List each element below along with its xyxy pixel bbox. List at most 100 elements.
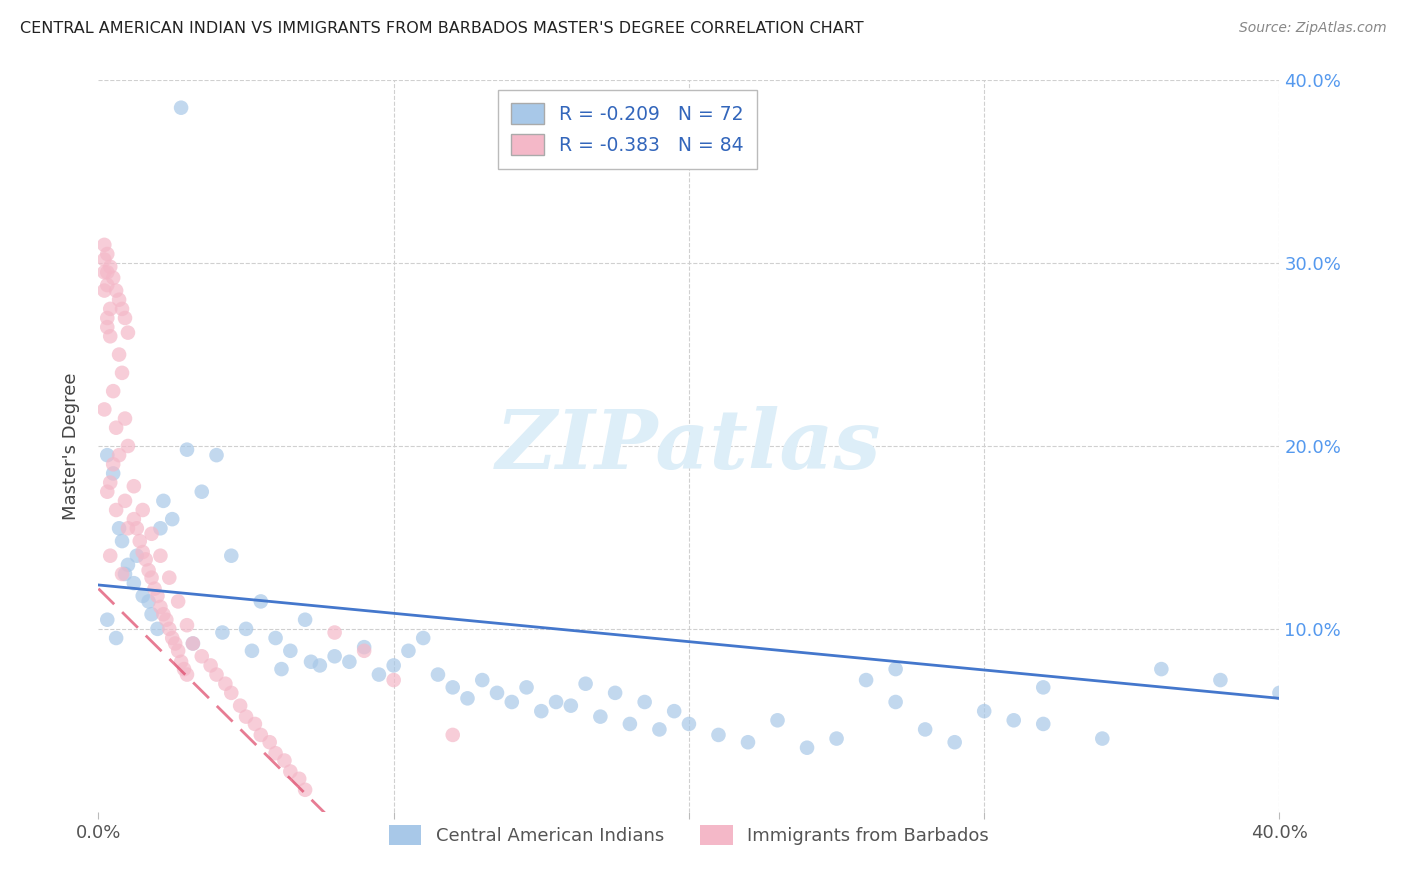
Point [280,644,302,658]
Point [111,366,134,380]
Point [96,448,118,462]
Point [103,270,125,285]
Point [93,402,115,417]
Point [229,698,252,713]
Point [111,301,134,316]
Point [146,589,169,603]
Point [546,695,568,709]
Point [1091,731,1114,746]
Point [128,534,150,549]
Point [93,265,115,279]
Text: Source: ZipAtlas.com: Source: ZipAtlas.com [1239,21,1386,35]
Point [162,631,183,645]
Point [108,347,131,362]
Point [117,558,139,572]
Point [103,384,125,398]
Point [103,467,125,481]
Point [105,421,128,435]
Point [149,549,172,563]
Point [96,310,118,325]
Point [143,582,166,596]
Point [427,667,450,681]
Point [108,521,131,535]
Point [619,717,641,731]
Point [191,649,214,664]
Point [309,658,332,673]
Point [149,521,172,535]
Point [664,704,686,718]
Point [294,782,316,797]
Point [368,667,391,681]
Point [93,284,115,298]
Point [117,521,139,535]
Point [141,526,163,541]
Point [441,681,464,695]
Point [264,631,287,645]
Point [96,278,118,293]
Point [132,503,155,517]
Point [1002,714,1025,728]
Point [914,723,936,737]
Point [235,709,257,723]
Point [138,563,160,577]
Point [96,484,118,499]
Point [98,475,121,490]
Point [294,613,316,627]
Point [235,622,257,636]
Point [353,644,375,658]
Point [1032,681,1054,695]
Point [516,681,538,695]
Point [135,552,157,566]
Point [167,594,190,608]
Point [560,698,582,713]
Point [855,673,877,687]
Point [105,631,128,645]
Point [98,301,121,316]
Point [138,594,160,608]
Point [259,735,281,749]
Text: ZIPatlas: ZIPatlas [496,406,882,486]
Point [884,695,907,709]
Point [181,636,204,650]
Point [117,326,139,340]
Point [1268,686,1291,700]
Point [105,503,128,517]
Point [530,704,553,718]
Point [141,571,163,585]
Point [707,728,730,742]
Point [155,613,177,627]
Point [766,714,789,728]
Point [264,746,287,760]
Point [501,695,523,709]
Point [170,655,193,669]
Point [240,644,263,658]
Point [105,284,128,298]
Point [737,735,759,749]
Point [114,494,136,508]
Point [288,772,311,786]
Point [796,740,818,755]
Point [1032,717,1054,731]
Point [111,567,134,582]
Point [108,293,131,307]
Point [339,655,361,669]
Point [200,658,222,673]
Point [398,644,420,658]
Point [93,252,115,267]
Point [176,442,198,457]
Point [1150,662,1173,676]
Point [678,717,700,731]
Point [205,448,228,462]
Point [125,549,148,563]
Point [382,658,405,673]
Point [149,599,172,614]
Point [157,571,180,585]
Point [165,636,187,650]
Legend: Central American Indians, Immigrants from Barbados: Central American Indians, Immigrants fro… [381,818,997,853]
Point [412,631,434,645]
Point [114,411,136,425]
Point [250,594,273,608]
Point [176,667,198,681]
Point [114,310,136,325]
Point [221,686,243,700]
